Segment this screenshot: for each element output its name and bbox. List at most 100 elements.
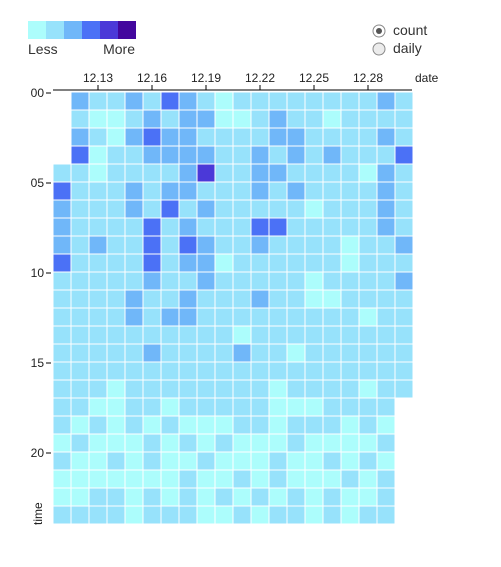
heatmap-cell[interactable]: 12.14 23: 1 [106,505,126,525]
heatmap-cell[interactable]: 12.20 16: 1 [214,379,234,399]
heatmap-cell[interactable]: 12.11 21: 0 [52,469,72,489]
heatmap-cell[interactable]: 12.11 06: 2 [52,199,72,219]
heatmap-cell[interactable]: 12.11 16: 1 [52,379,72,399]
heatmap-cell[interactable]: 12.20 12: 1 [214,307,234,327]
heatmap-cell[interactable]: 12.12 19: 1 [70,433,90,453]
heatmap-cell[interactable]: 12.30 05: 1 [394,181,414,201]
heatmap-cell[interactable]: 12.23 07: 3 [268,217,288,237]
heatmap-cell[interactable]: 12.30 04: 1 [394,163,414,183]
heatmap-cell[interactable]: 12.27 18: 0 [340,415,360,435]
heatmap-cell[interactable]: 12.25 16: 1 [304,379,324,399]
heatmap-cell[interactable]: 12.11 22: 0 [52,487,72,507]
heatmap-cell[interactable]: 12.18 07: 2 [178,217,198,237]
heatmap-cell[interactable]: 12.19 18: 0 [196,415,216,435]
heatmap-cell[interactable]: 12.14 15: 1 [106,361,126,381]
heatmap-cell[interactable]: 12.24 05: 2 [286,181,306,201]
heatmap-cell[interactable]: 12.13 07: 1 [88,217,108,237]
heatmap-cell[interactable]: 12.21 08: 1 [232,235,252,255]
heatmap-cell[interactable]: 12.24 17: 0 [286,397,306,417]
heatmap-cell[interactable]: 12.27 15: 1 [340,361,360,381]
heatmap-cell[interactable]: 12.22 20: 0 [250,451,270,471]
heatmap-cell[interactable]: 12.22 02: 1 [250,127,270,147]
heatmap-cell[interactable]: 12.15 11: 2 [124,289,144,309]
heatmap-cell[interactable]: 12.14 07: 1 [106,217,126,237]
heatmap-cell[interactable]: 12.27 11: 1 [340,289,360,309]
heatmap-cell[interactable]: 12.24 23: 1 [286,505,306,525]
heatmap-cell[interactable]: 12.16 12: 1 [142,307,162,327]
heatmap-cell[interactable]: 12.20 00: 0 [214,91,234,111]
heatmap-cell[interactable]: 12.21 10: 1 [232,271,252,291]
heatmap-cell[interactable]: 12.26 02: 1 [322,127,342,147]
heatmap-cell[interactable]: 12.20 18: 0 [214,415,234,435]
heatmap-cell[interactable]: 12.16 10: 2 [142,271,162,291]
heatmap-cell[interactable]: 12.16 15: 1 [142,361,162,381]
heatmap-cell[interactable]: 12.12 20: 0 [70,451,90,471]
heatmap-cell[interactable]: 12.19 07: 1 [196,217,216,237]
heatmap-cell[interactable]: 12.17 23: 1 [160,505,180,525]
heatmap-cell[interactable]: 12.25 15: 1 [304,361,324,381]
heatmap-cell[interactable]: 12.14 18: 0 [106,415,126,435]
heatmap-cell[interactable]: 12.25 04: 1 [304,163,324,183]
heatmap-cell[interactable]: 12.13 13: 1 [88,325,108,345]
heatmap-cell[interactable]: 12.23 09: 1 [268,253,288,273]
radio-count-label[interactable]: count [393,22,427,38]
heatmap-cell[interactable]: 12.14 09: 1 [106,253,126,273]
heatmap-cell[interactable]: 12.19 02: 1 [196,127,216,147]
heatmap-cell[interactable]: 12.19 12: 1 [196,307,216,327]
heatmap-cell[interactable]: 12.29 17: 1 [376,397,396,417]
heatmap-cell[interactable]: 12.27 17: 1 [340,397,360,417]
heatmap-cell[interactable]: 12.21 23: 1 [232,505,252,525]
heatmap-cell[interactable]: 12.20 06: 1 [214,199,234,219]
heatmap-cell[interactable]: 12.11 23: 1 [52,505,72,525]
heatmap-cell[interactable]: 12.13 11: 1 [88,289,108,309]
heatmap-cell[interactable]: 12.12 15: 1 [70,361,90,381]
heatmap-cell[interactable]: 12.23 00: 1 [268,91,288,111]
heatmap-cell[interactable]: 12.13 01: 0 [88,109,108,129]
heatmap-cell[interactable]: 12.16 04: 1 [142,163,162,183]
heatmap-cell[interactable]: 12.27 03: 1 [340,145,360,165]
heatmap-cell[interactable]: 12.29 07: 2 [376,217,396,237]
heatmap-cell[interactable]: 12.25 22: 0 [304,487,324,507]
heatmap-cell[interactable]: 12.22 15: 1 [250,361,270,381]
radio-daily-label[interactable]: daily [393,40,422,56]
heatmap-cell[interactable]: 12.13 17: 0 [88,397,108,417]
heatmap-cell[interactable]: 12.23 15: 1 [268,361,288,381]
heatmap-cell[interactable]: 12.27 19: 0 [340,433,360,453]
heatmap-cell[interactable]: 12.28 04: 0 [358,163,378,183]
heatmap-cell[interactable]: 12.11 11: 1 [52,289,72,309]
heatmap-cell[interactable]: 12.19 10: 2 [196,271,216,291]
heatmap-cell[interactable]: 12.22 22: 1 [250,487,270,507]
heatmap-cell[interactable]: 12.21 06: 1 [232,199,252,219]
heatmap-cell[interactable]: 12.15 22: 0 [124,487,144,507]
heatmap-cell[interactable]: 12.17 01: 1 [160,109,180,129]
heatmap-cell[interactable]: 12.17 07: 1 [160,217,180,237]
heatmap-cell[interactable]: 12.16 03: 2 [142,145,162,165]
heatmap-cell[interactable]: 12.13 20: 0 [88,451,108,471]
heatmap-cell[interactable]: 12.12 06: 1 [70,199,90,219]
heatmap-cell[interactable]: 12.21 04: 1 [232,163,252,183]
heatmap-cell[interactable]: 12.23 21: 1 [268,469,288,489]
heatmap-cell[interactable]: 12.27 14: 1 [340,343,360,363]
heatmap-cell[interactable]: 12.17 06: 3 [160,199,180,219]
heatmap-cell[interactable]: 12.19 15: 1 [196,361,216,381]
heatmap-cell[interactable]: 12.29 00: 2 [376,91,396,111]
heatmap-cell[interactable]: 12.11 10: 1 [52,271,72,291]
heatmap-cell[interactable]: 12.23 23: 1 [268,505,288,525]
heatmap-cell[interactable]: 12.28 17: 1 [358,397,378,417]
heatmap-cell[interactable]: 12.19 11: 1 [196,289,216,309]
heatmap-cell[interactable]: 12.13 02: 1 [88,127,108,147]
heatmap-cell[interactable]: 12.15 00: 2 [124,91,144,111]
heatmap-cell[interactable]: 12.26 09: 1 [322,253,342,273]
heatmap-cell[interactable]: 12.22 05: 2 [250,181,270,201]
heatmap-cell[interactable]: 12.17 11: 1 [160,289,180,309]
radio-daily-circle[interactable] [372,42,386,56]
heatmap-cell[interactable]: 12.11 04: 1 [52,163,72,183]
heatmap-cell[interactable]: 12.25 03: 1 [304,145,324,165]
heatmap-cell[interactable]: 12.18 12: 2 [178,307,198,327]
heatmap-cell[interactable]: 12.29 15: 1 [376,361,396,381]
heatmap-cell[interactable]: 12.16 20: 1 [142,451,162,471]
heatmap-cell[interactable]: 12.20 13: 1 [214,325,234,345]
heatmap-cell[interactable]: 12.16 06: 1 [142,199,162,219]
heatmap-cell[interactable]: 12.29 10: 1 [376,271,396,291]
heatmap-cell[interactable]: 12.28 14: 1 [358,343,378,363]
